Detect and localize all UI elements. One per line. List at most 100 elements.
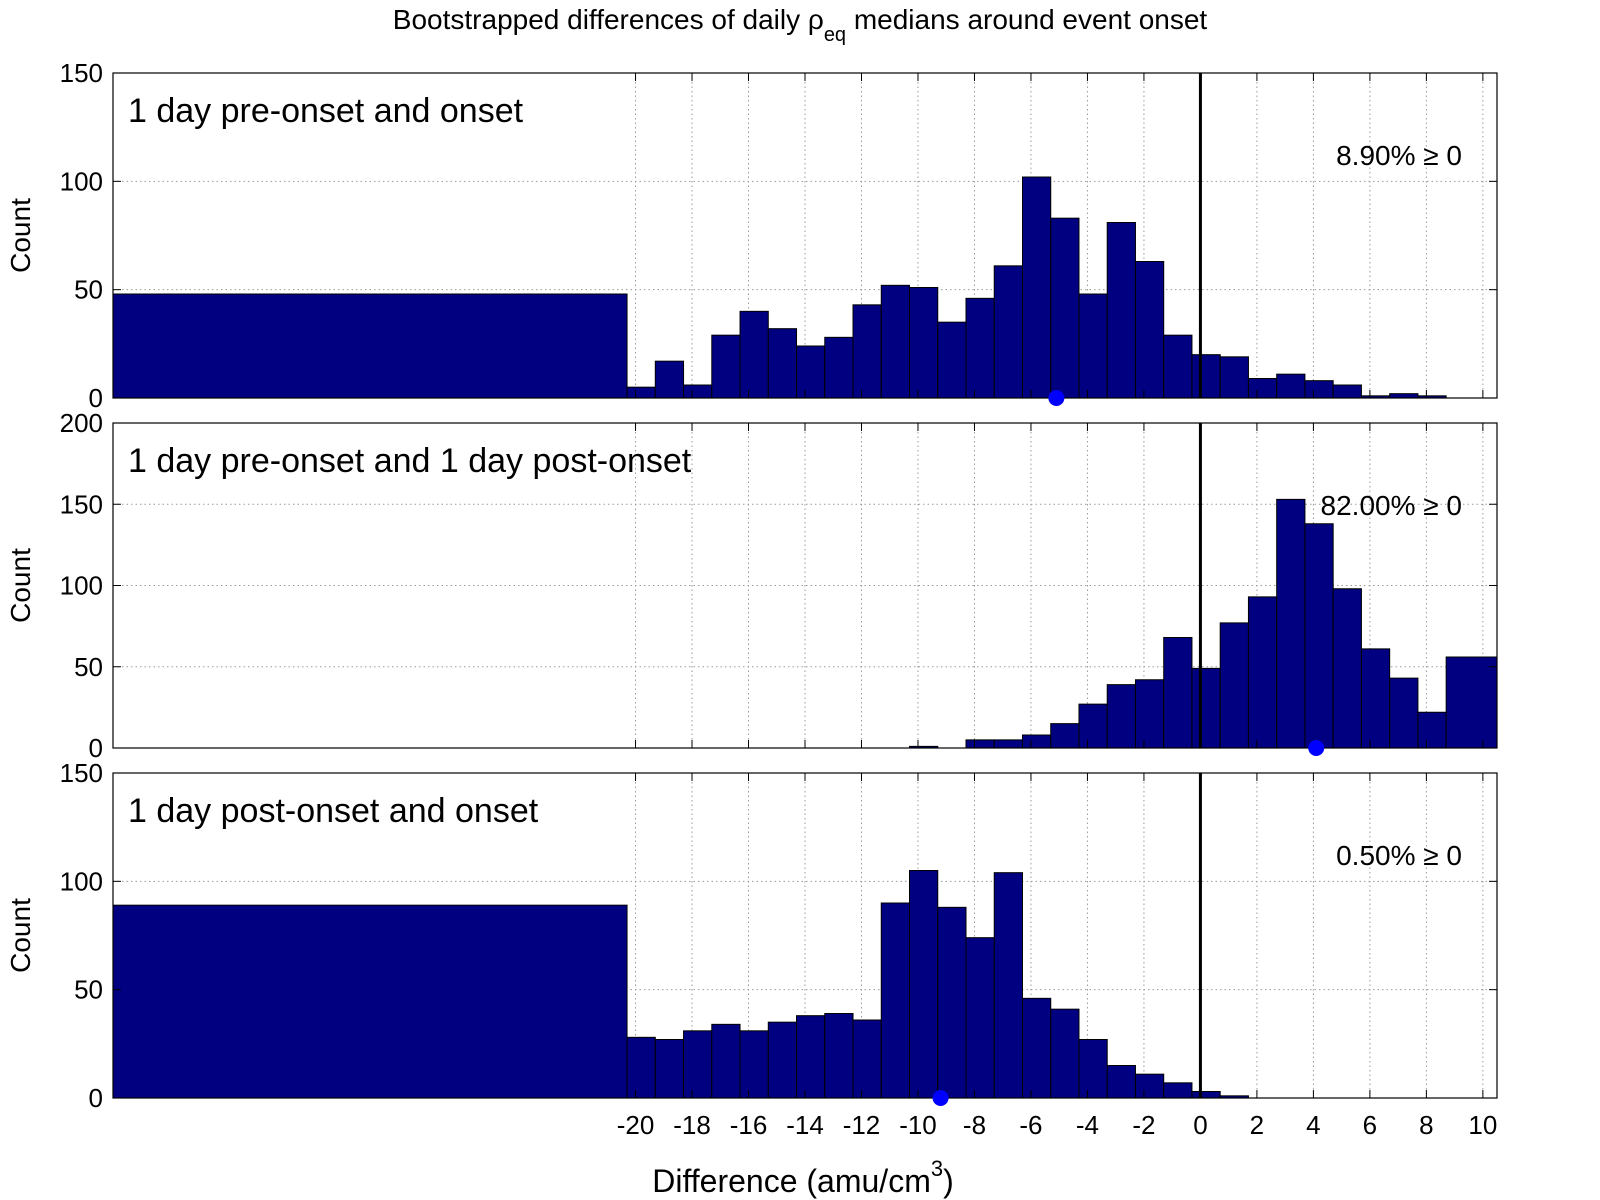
chart-panel-2: 0 50 100 150 200 Count 1 day pre-onset and 1 d… (5, 408, 1498, 763)
x-tick-label: -16 (730, 1110, 768, 1140)
histogram-bar (1360, 648, 1391, 749)
y-tick-label: 100 (60, 166, 103, 196)
histogram-bar (965, 739, 995, 749)
percent-annotation: 0.50% ≥ 0 (1336, 840, 1462, 871)
panel-title: 1 day pre-onset and onset (128, 92, 524, 130)
figure-title: Bootstrapped differences of daily ρeq me… (393, 4, 1208, 46)
histogram-bar (1219, 356, 1249, 399)
y-tick-label: 150 (60, 489, 103, 519)
histogram-bar (1247, 378, 1278, 399)
histogram-bar (739, 1030, 769, 1099)
histogram-bar (1106, 222, 1136, 399)
histogram-bar (1276, 498, 1306, 749)
histogram-bar (1332, 384, 1362, 399)
histogram-bar (1134, 1073, 1165, 1099)
x-tick-label: 4 (1306, 1110, 1320, 1140)
histogram-bar (767, 328, 798, 399)
histogram-bar (1191, 354, 1221, 399)
histogram-bar (711, 334, 741, 399)
histogram-bar (711, 1023, 741, 1099)
x-tick-label: 6 (1363, 1110, 1377, 1140)
histogram-bar (1134, 679, 1165, 749)
histogram-bar (1021, 997, 1052, 1099)
histogram-bar (1021, 734, 1052, 749)
y-tick-label: 0 (89, 733, 103, 763)
histogram-bar (739, 310, 769, 399)
histogram-bar (965, 937, 995, 1099)
median-marker (932, 1090, 949, 1106)
histogram-bar (1247, 596, 1278, 749)
histogram-bar (1050, 217, 1080, 399)
histogram-bar (1219, 622, 1249, 749)
histogram-bar (1191, 667, 1221, 749)
y-tick-label: 50 (74, 652, 103, 682)
histogram-bar (1106, 1065, 1136, 1099)
x-tick-label: 0 (1193, 1110, 1207, 1140)
x-tick-label: 10 (1468, 1110, 1497, 1140)
x-tick-label: -18 (673, 1110, 711, 1140)
x-axis-label: Difference (amu/cm3) (652, 1156, 954, 1199)
histogram-bar (1163, 334, 1193, 399)
panel-title: 1 day pre-onset and 1 day post-onset (128, 442, 692, 480)
x-tick-label: 8 (1419, 1110, 1433, 1140)
x-tick-label: 2 (1250, 1110, 1264, 1140)
x-tick-label: -14 (786, 1110, 824, 1140)
median-marker (1048, 390, 1065, 406)
histogram-bar (909, 287, 939, 399)
histogram-bar (1163, 1082, 1193, 1099)
y-axis-label: Count (5, 898, 36, 973)
x-tick-label: -4 (1076, 1110, 1099, 1140)
histogram-bar (909, 870, 939, 1099)
histogram-bar (1078, 293, 1108, 399)
histogram-bar (1021, 176, 1052, 399)
histogram-bar (112, 904, 628, 1099)
histogram-bar (824, 336, 854, 399)
histogram-bar (1050, 723, 1080, 749)
histogram-bar (1134, 261, 1165, 399)
histogram-bar (852, 304, 882, 399)
x-tick-label: -6 (1019, 1110, 1042, 1140)
histogram-bar (880, 284, 911, 399)
y-axis-label: Count (5, 548, 36, 623)
histogram-bar (112, 293, 628, 399)
histogram-bar (880, 902, 911, 1099)
histogram-bar (1445, 656, 1498, 749)
percent-annotation: 82.00% ≥ 0 (1321, 490, 1462, 521)
median-marker (1308, 740, 1325, 756)
percent-annotation: 8.90% ≥ 0 (1336, 140, 1462, 171)
y-tick-label: 200 (60, 408, 103, 438)
y-axis-label: Count (5, 198, 36, 273)
x-tick-label: -20 (617, 1110, 655, 1140)
histogram-bar (1078, 703, 1108, 749)
histogram-bar (1304, 380, 1334, 399)
histogram-bar (1389, 393, 1419, 399)
y-tick-label: 100 (60, 571, 103, 601)
histogram-bar (993, 739, 1023, 749)
histogram-bar (937, 906, 967, 1099)
histogram-bar (683, 1030, 713, 1099)
histogram-bar (1050, 1008, 1080, 1099)
histogram-bar (965, 297, 995, 399)
x-tick-label: -8 (963, 1110, 986, 1140)
chart-panel-1: 0 50 100 150 Count 1 day pre-onset and onset 8… (5, 58, 1498, 413)
histogram-bar (852, 1019, 882, 1099)
histogram-bar (1332, 588, 1362, 749)
y-tick-label: 150 (60, 758, 103, 788)
histogram-bar (796, 1015, 826, 1099)
histogram-bar (683, 384, 713, 399)
histogram-bar (626, 1036, 656, 1099)
histogram-bar (937, 321, 967, 399)
histogram-bar (993, 265, 1023, 399)
histogram-bar (654, 1039, 685, 1099)
histogram-bar (993, 872, 1023, 1099)
histogram-bar (1304, 523, 1334, 749)
histogram-bar (796, 345, 826, 399)
y-tick-label: 50 (74, 275, 103, 305)
panel-title: 1 day post-onset and onset (128, 792, 539, 830)
histogram-bar (626, 386, 656, 399)
x-tick-label: -10 (899, 1110, 937, 1140)
histogram-bar (1078, 1039, 1108, 1099)
y-tick-label: 150 (60, 58, 103, 88)
